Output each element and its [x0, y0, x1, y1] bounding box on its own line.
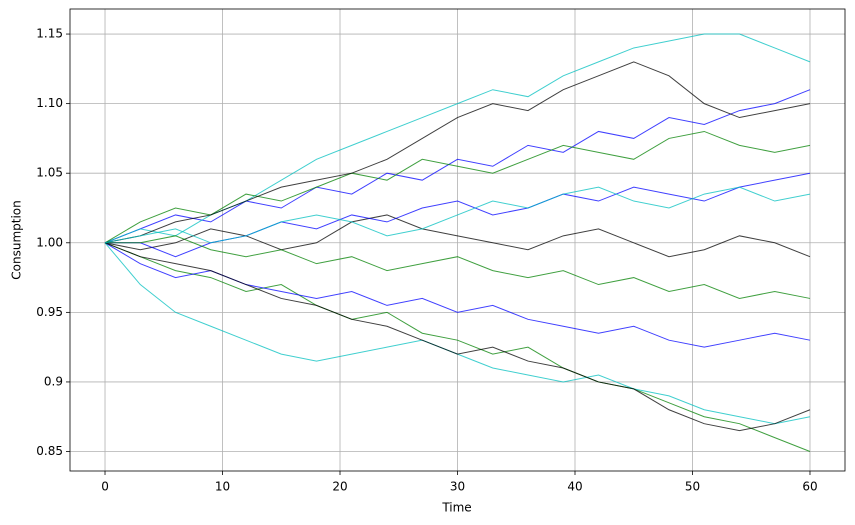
series-line: [104, 89, 811, 244]
series-line: [104, 130, 811, 244]
series-line: [104, 242, 811, 432]
x-tick-label: 0: [101, 480, 109, 494]
x-tick-label: 10: [215, 480, 230, 494]
y-tick-label: 1.15: [36, 27, 63, 41]
series-line: [105, 235, 811, 299]
x-tick-label: 20: [332, 480, 347, 494]
x-tick-label: 60: [802, 480, 817, 494]
y-tick-label: 0.9: [44, 374, 63, 388]
y-tick-label: 1.05: [36, 166, 63, 180]
y-tick-label: 0.85: [36, 444, 63, 458]
y-tick-label: 1.00: [36, 235, 63, 249]
x-tick-label: 30: [450, 480, 465, 494]
x-tick-label: 40: [567, 480, 582, 494]
plot-frame: [69, 8, 846, 472]
x-axis-label: Time: [441, 501, 471, 515]
y-tick-label: 1.10: [36, 96, 63, 110]
y-axis-label: Consumption: [10, 200, 24, 279]
series-line: [104, 186, 811, 244]
series-line: [104, 61, 811, 244]
x-tick-label: 50: [685, 480, 700, 494]
series-line: [104, 242, 811, 452]
series-line: [104, 214, 811, 258]
y-tick-label: 0.95: [36, 305, 63, 319]
